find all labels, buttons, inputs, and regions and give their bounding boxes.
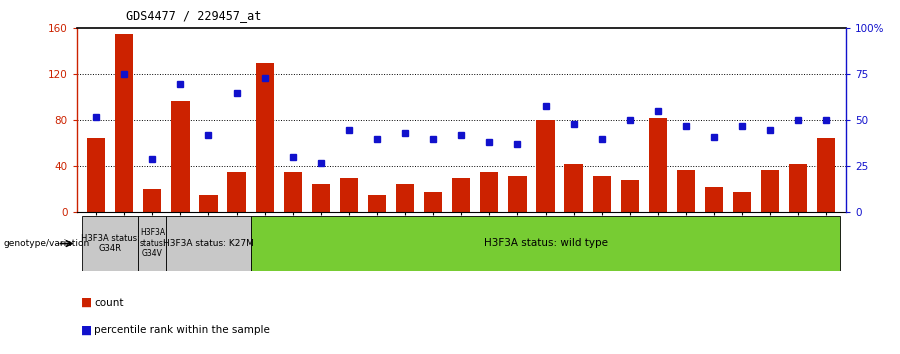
Bar xyxy=(536,120,554,212)
Text: percentile rank within the sample: percentile rank within the sample xyxy=(94,325,270,335)
Bar xyxy=(166,216,250,271)
Bar xyxy=(452,178,471,212)
Bar xyxy=(817,138,835,212)
Text: ■: ■ xyxy=(81,324,92,336)
Bar xyxy=(649,118,667,212)
Bar xyxy=(284,172,302,212)
Bar xyxy=(256,63,274,212)
Bar xyxy=(143,189,161,212)
Text: GDS4477 / 229457_at: GDS4477 / 229457_at xyxy=(126,9,261,22)
Text: ■: ■ xyxy=(81,296,92,309)
Bar xyxy=(228,172,246,212)
Bar xyxy=(250,216,841,271)
Text: H3F3A status: K27M: H3F3A status: K27M xyxy=(163,239,254,248)
Text: genotype/variation: genotype/variation xyxy=(4,239,90,248)
Bar xyxy=(508,176,526,212)
Bar xyxy=(481,172,499,212)
Bar xyxy=(677,170,695,212)
Bar xyxy=(396,184,414,212)
Text: count: count xyxy=(94,298,124,308)
Text: H3F3A
status:
G34V: H3F3A status: G34V xyxy=(140,228,166,258)
Bar xyxy=(311,184,330,212)
Bar xyxy=(564,164,582,212)
Text: H3F3A status: wild type: H3F3A status: wild type xyxy=(483,238,608,249)
Bar xyxy=(424,192,442,212)
Bar xyxy=(761,170,779,212)
Bar xyxy=(200,195,218,212)
Bar xyxy=(171,101,190,212)
Bar xyxy=(705,187,723,212)
Bar xyxy=(115,34,133,212)
Bar xyxy=(87,138,105,212)
Bar xyxy=(82,216,139,271)
Text: H3F3A status:
G34R: H3F3A status: G34R xyxy=(81,234,140,253)
Bar xyxy=(621,180,639,212)
Bar xyxy=(789,164,807,212)
Bar xyxy=(733,192,751,212)
Bar xyxy=(139,216,166,271)
Bar xyxy=(592,176,611,212)
Bar xyxy=(340,178,358,212)
Bar xyxy=(368,195,386,212)
